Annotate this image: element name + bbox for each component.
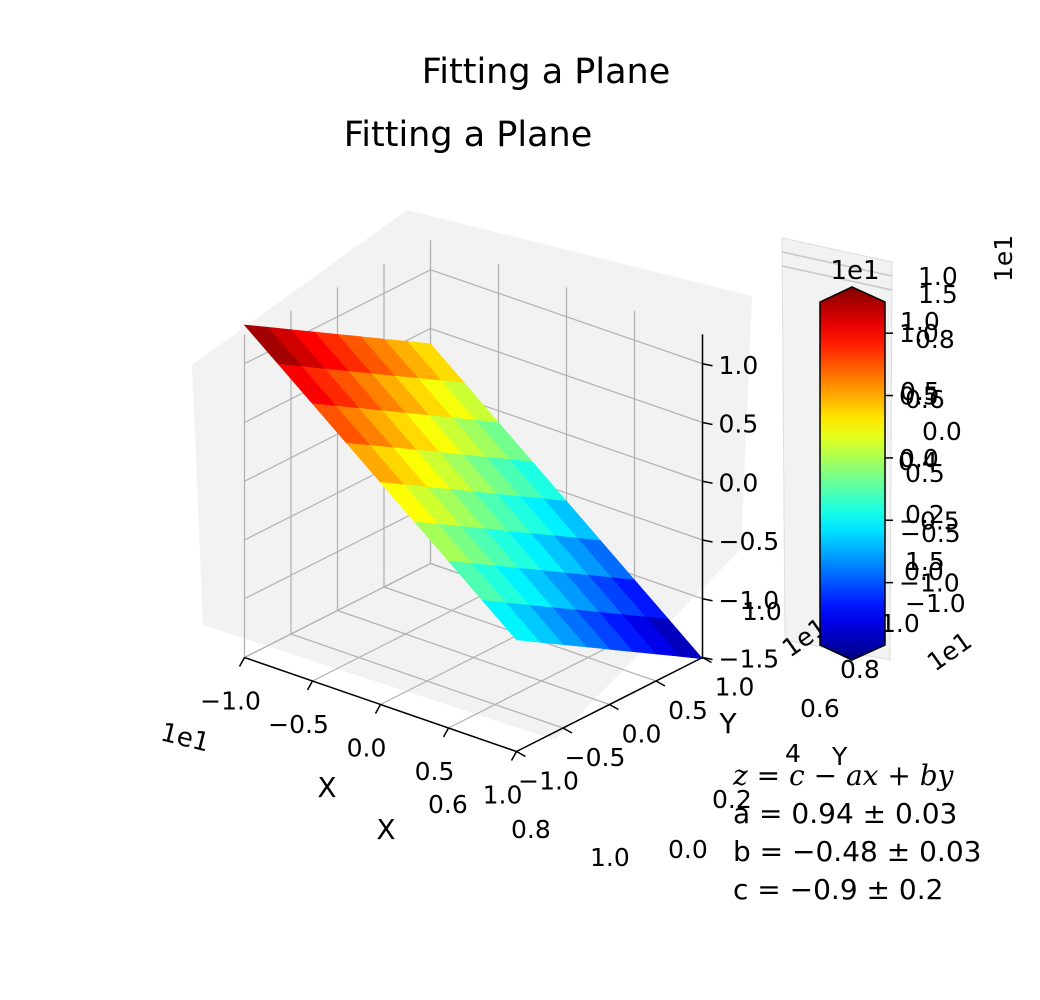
ghost-label: 0.0 xyxy=(922,417,962,446)
z-tick xyxy=(702,598,713,602)
y-tick-label: 0.5 xyxy=(668,696,708,725)
y-tick-label: 0.0 xyxy=(622,720,662,749)
z-tick-label: 0.5 xyxy=(719,410,759,439)
z-tick xyxy=(702,363,713,367)
ghost-label: 0.6 xyxy=(800,694,840,723)
colorbar: 1.00.50.0−0.5−1.0 1e1 xyxy=(819,256,960,661)
colorbar-tick-label: −1.0 xyxy=(899,569,960,598)
z-tick-label: 1.0 xyxy=(719,351,759,380)
x-tick-label: 1.0 xyxy=(483,781,523,810)
z-tick-label: 0.0 xyxy=(719,468,759,497)
ghost-label: 1.0 xyxy=(880,609,920,638)
z-tick-label: −0.5 xyxy=(719,527,780,556)
x-tick xyxy=(238,657,246,667)
y-tick xyxy=(655,680,666,687)
y-tick xyxy=(562,727,573,734)
ghost-label: 1.0 xyxy=(590,843,630,872)
x-tick xyxy=(442,727,450,738)
z-tick xyxy=(702,656,713,661)
x-tick-label: −1.0 xyxy=(200,687,261,716)
x-tick-label: 0.0 xyxy=(347,734,387,763)
fit-param-a: a = 0.94 ± 0.03 xyxy=(733,797,958,830)
ghost-label: Y xyxy=(831,742,848,771)
colorbar-tick-label: 1.0 xyxy=(899,319,939,348)
colorbar-offset-label: 1e1 xyxy=(830,256,879,286)
x-tick xyxy=(510,751,518,761)
ghost-label: 0.5 xyxy=(905,459,945,488)
ghost-label: 0.0 xyxy=(904,557,944,586)
ghost-label: 0.8 xyxy=(915,325,955,354)
y-tick-label: −1.0 xyxy=(518,767,579,796)
y-tick-label: 1.0 xyxy=(715,673,755,702)
fit-equation: z = c − ax + by xyxy=(733,759,954,792)
ghost-label: 0.4 xyxy=(898,447,938,476)
ghost-label: 1e1 xyxy=(922,626,977,677)
ghost-label: 0.6 xyxy=(905,385,945,414)
z-tick xyxy=(702,480,713,484)
grid-line xyxy=(337,609,610,706)
ghost-label: 1.0 xyxy=(918,262,958,291)
ghost-label: 0.8 xyxy=(511,815,551,844)
ghost-label: 1e1 xyxy=(989,235,1018,282)
ghost-label: 0.5 xyxy=(900,377,940,406)
ghost-label: 0.0 xyxy=(668,835,708,864)
x-tick xyxy=(306,680,314,691)
axes-title: Fitting a Plane xyxy=(344,115,593,155)
z-tick xyxy=(702,421,713,426)
plane-surface xyxy=(243,324,704,660)
y-tick-label: −0.5 xyxy=(565,743,626,772)
ghost-label: 0.2 xyxy=(905,500,945,529)
figure-title: Fitting a Plane xyxy=(422,52,671,92)
y-axis-label: Y xyxy=(718,707,737,740)
ghost-label: 0.8 xyxy=(840,655,880,684)
ghost-label: 1.0 xyxy=(900,307,940,336)
z-tick xyxy=(702,539,713,543)
axis-lines xyxy=(238,334,713,761)
x-axis-label-ghost: X xyxy=(376,813,395,846)
ghost-label: 4 xyxy=(785,739,801,768)
ghost-label: 1.5 xyxy=(905,547,945,576)
x-axis-label: X xyxy=(317,771,336,804)
ghost-label: 0.2 xyxy=(712,785,752,814)
tick-labels: −1.0−0.50.00.51.0−1.0−0.50.00.51.01.00.5… xyxy=(200,351,779,810)
x-tick xyxy=(374,704,382,714)
y-tick xyxy=(609,703,619,711)
ghost-label: 1.5 xyxy=(918,280,958,309)
ghost-label: 0.6 xyxy=(428,790,468,819)
y-tick xyxy=(516,750,526,758)
z-tick-label: −1.5 xyxy=(719,645,780,674)
x-axis-offset: 1e1 xyxy=(158,718,213,759)
ghost-label: −0.5 xyxy=(900,519,961,548)
fit-param-c: c = −0.9 ± 0.2 xyxy=(733,873,944,906)
z-tick-label: −1.0 xyxy=(719,586,780,615)
x-tick-label: −0.5 xyxy=(268,710,329,739)
colorbar-tick-label: 0.0 xyxy=(899,444,939,473)
colorbar-tick-label: 0.5 xyxy=(899,382,939,411)
grid-line xyxy=(448,633,635,729)
x-tick-label: 0.5 xyxy=(415,757,455,786)
colorbar-tick-label: −0.5 xyxy=(899,506,960,535)
ghost-label: 1.0 xyxy=(742,597,782,626)
ghost-label: −1.0 xyxy=(905,589,966,618)
pane-left xyxy=(192,210,407,625)
surface-patch xyxy=(481,600,541,643)
fit-param-b: b = −0.48 ± 0.03 xyxy=(733,835,982,868)
